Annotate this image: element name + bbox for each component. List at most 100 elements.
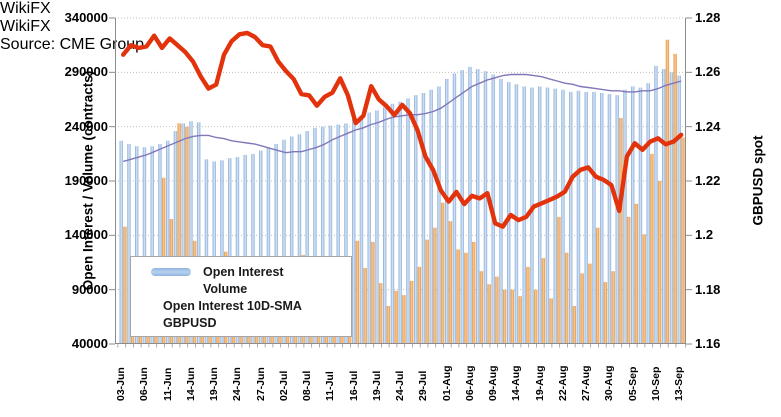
open-interest-bar (514, 84, 519, 344)
open-interest-bar (460, 70, 464, 344)
y-axis-tick-label: 90000 (71, 281, 108, 297)
x-axis-date-label: 11-Jul (324, 371, 337, 401)
open-interest-bar (189, 121, 193, 344)
volume-bar (417, 266, 422, 344)
x-axis-date-label: 19-Aug (533, 365, 546, 401)
x-axis-date-label: 10-Sep (649, 366, 662, 401)
volume-bar (533, 289, 538, 344)
legend-label: Volume (203, 281, 248, 296)
x-axis-date-label: 02-Jul (277, 370, 290, 401)
open-interest-bar (452, 73, 457, 345)
open-interest-bar (398, 101, 402, 344)
open-interest-bar (654, 65, 658, 344)
open-interest-bar (545, 87, 550, 345)
open-interest-bar (166, 140, 170, 344)
open-interest-bar (297, 134, 302, 344)
volume-bar (549, 298, 553, 344)
open-interest-bar (538, 86, 542, 345)
x-axis-date-label: 22-Aug (556, 365, 569, 401)
open-interest-bar (305, 131, 309, 344)
volume-bar (371, 241, 375, 344)
open-interest-bar (321, 126, 325, 344)
x-axis-date-label: 27-Jun (254, 367, 267, 401)
legend-item-gbpusd: GBPUSD (131, 314, 351, 331)
volume-bar (177, 123, 181, 344)
open-interest-bar (468, 66, 472, 345)
volume-bar (185, 126, 189, 344)
right-axis-tick-label: 1.22 (695, 173, 721, 188)
open-interest-bar (266, 147, 271, 344)
volume-bar (626, 216, 631, 344)
volume-bar (440, 202, 445, 344)
open-interest-bar (336, 124, 340, 345)
volume-bar (386, 305, 391, 344)
x-axis-date-label: 01-Aug (440, 365, 453, 401)
volume-bar (518, 296, 522, 344)
source-note: Source: CME Group (0, 36, 145, 53)
x-axis-date-label: 29-Jul (417, 370, 430, 401)
open-interest-bar (119, 140, 123, 344)
volume-bar (681, 137, 685, 344)
legend-label: Open Interest 10D-SMA (163, 298, 302, 313)
volume-bar (425, 239, 429, 344)
volume-bar (634, 203, 639, 344)
y-axis-tick-label: 40000 (71, 336, 108, 351)
open-interest-bar (390, 103, 395, 344)
legend-item-open-interest: Open Interest (131, 263, 351, 280)
volume-bar (564, 252, 569, 344)
y-axis-tick-label: 340000 (64, 10, 108, 25)
open-interest-bar (181, 123, 185, 344)
oi-sma-line (123, 73, 682, 163)
volume-bar (580, 273, 584, 344)
open-interest-bar (197, 122, 201, 344)
volume-bar (673, 53, 677, 345)
open-interest-swatch-icon (151, 267, 191, 276)
volume-bar (456, 249, 460, 344)
x-axis-date-label: 08-Jul (301, 370, 314, 401)
volume-bar (502, 289, 507, 344)
volume-bar (487, 284, 491, 344)
volume-bar (541, 258, 546, 344)
volume-bar (378, 283, 383, 344)
right-axis-tick-label: 1.2 (695, 227, 714, 243)
x-axis-date-label: 16-Jul (347, 370, 360, 401)
legend-item-oi-sma: Open Interest 10D-SMA (131, 297, 351, 314)
volume-bar (355, 240, 360, 344)
open-interest-bar (313, 127, 317, 344)
x-axis-date-label: 11-Jun (161, 367, 174, 401)
volume-bar (526, 266, 530, 344)
open-interest-bar (383, 107, 387, 344)
open-interest-bar (615, 95, 619, 345)
x-axis-date-label: 27-Aug (580, 365, 593, 401)
x-axis-date-label: 24-Jun (231, 367, 244, 401)
volume-bar (603, 282, 608, 344)
volume-swatch-icon (151, 284, 191, 293)
open-interest-bar (235, 157, 240, 344)
open-interest-bar (669, 72, 674, 344)
open-interest-bar (631, 86, 635, 345)
open-interest-bar (592, 91, 596, 344)
volume-bar (657, 181, 662, 344)
open-interest-bar (127, 144, 131, 344)
open-interest-bar (561, 89, 565, 344)
open-interest-bar (375, 110, 379, 345)
x-axis-date-label: 30-Aug (603, 365, 616, 401)
x-axis-date-label: 14-Aug (510, 365, 523, 401)
open-interest-bar (600, 92, 604, 344)
x-axis-date-label: 06-Jun (138, 367, 151, 401)
open-interest-bar (173, 131, 178, 344)
x-axis-date-label: 03-Jun (115, 367, 128, 401)
x-axis-date-label: 14-Jun (184, 367, 197, 401)
open-interest-bar (282, 139, 286, 344)
open-interest-bar (352, 119, 356, 344)
plot-area: Open Interest Volume Open Interest 10D-S… (109, 17, 692, 348)
right-axis-tick-label: 1.28 (695, 10, 721, 25)
watermark-text: WikiFX (0, 0, 51, 17)
volume-bar (433, 227, 437, 344)
volume-bar (479, 271, 484, 344)
volume-bar (588, 263, 592, 344)
open-interest-bar (522, 86, 526, 345)
x-axis-date-label: 05-Sep (626, 366, 639, 401)
right-axis-tick-label: 1.24 (695, 118, 721, 134)
